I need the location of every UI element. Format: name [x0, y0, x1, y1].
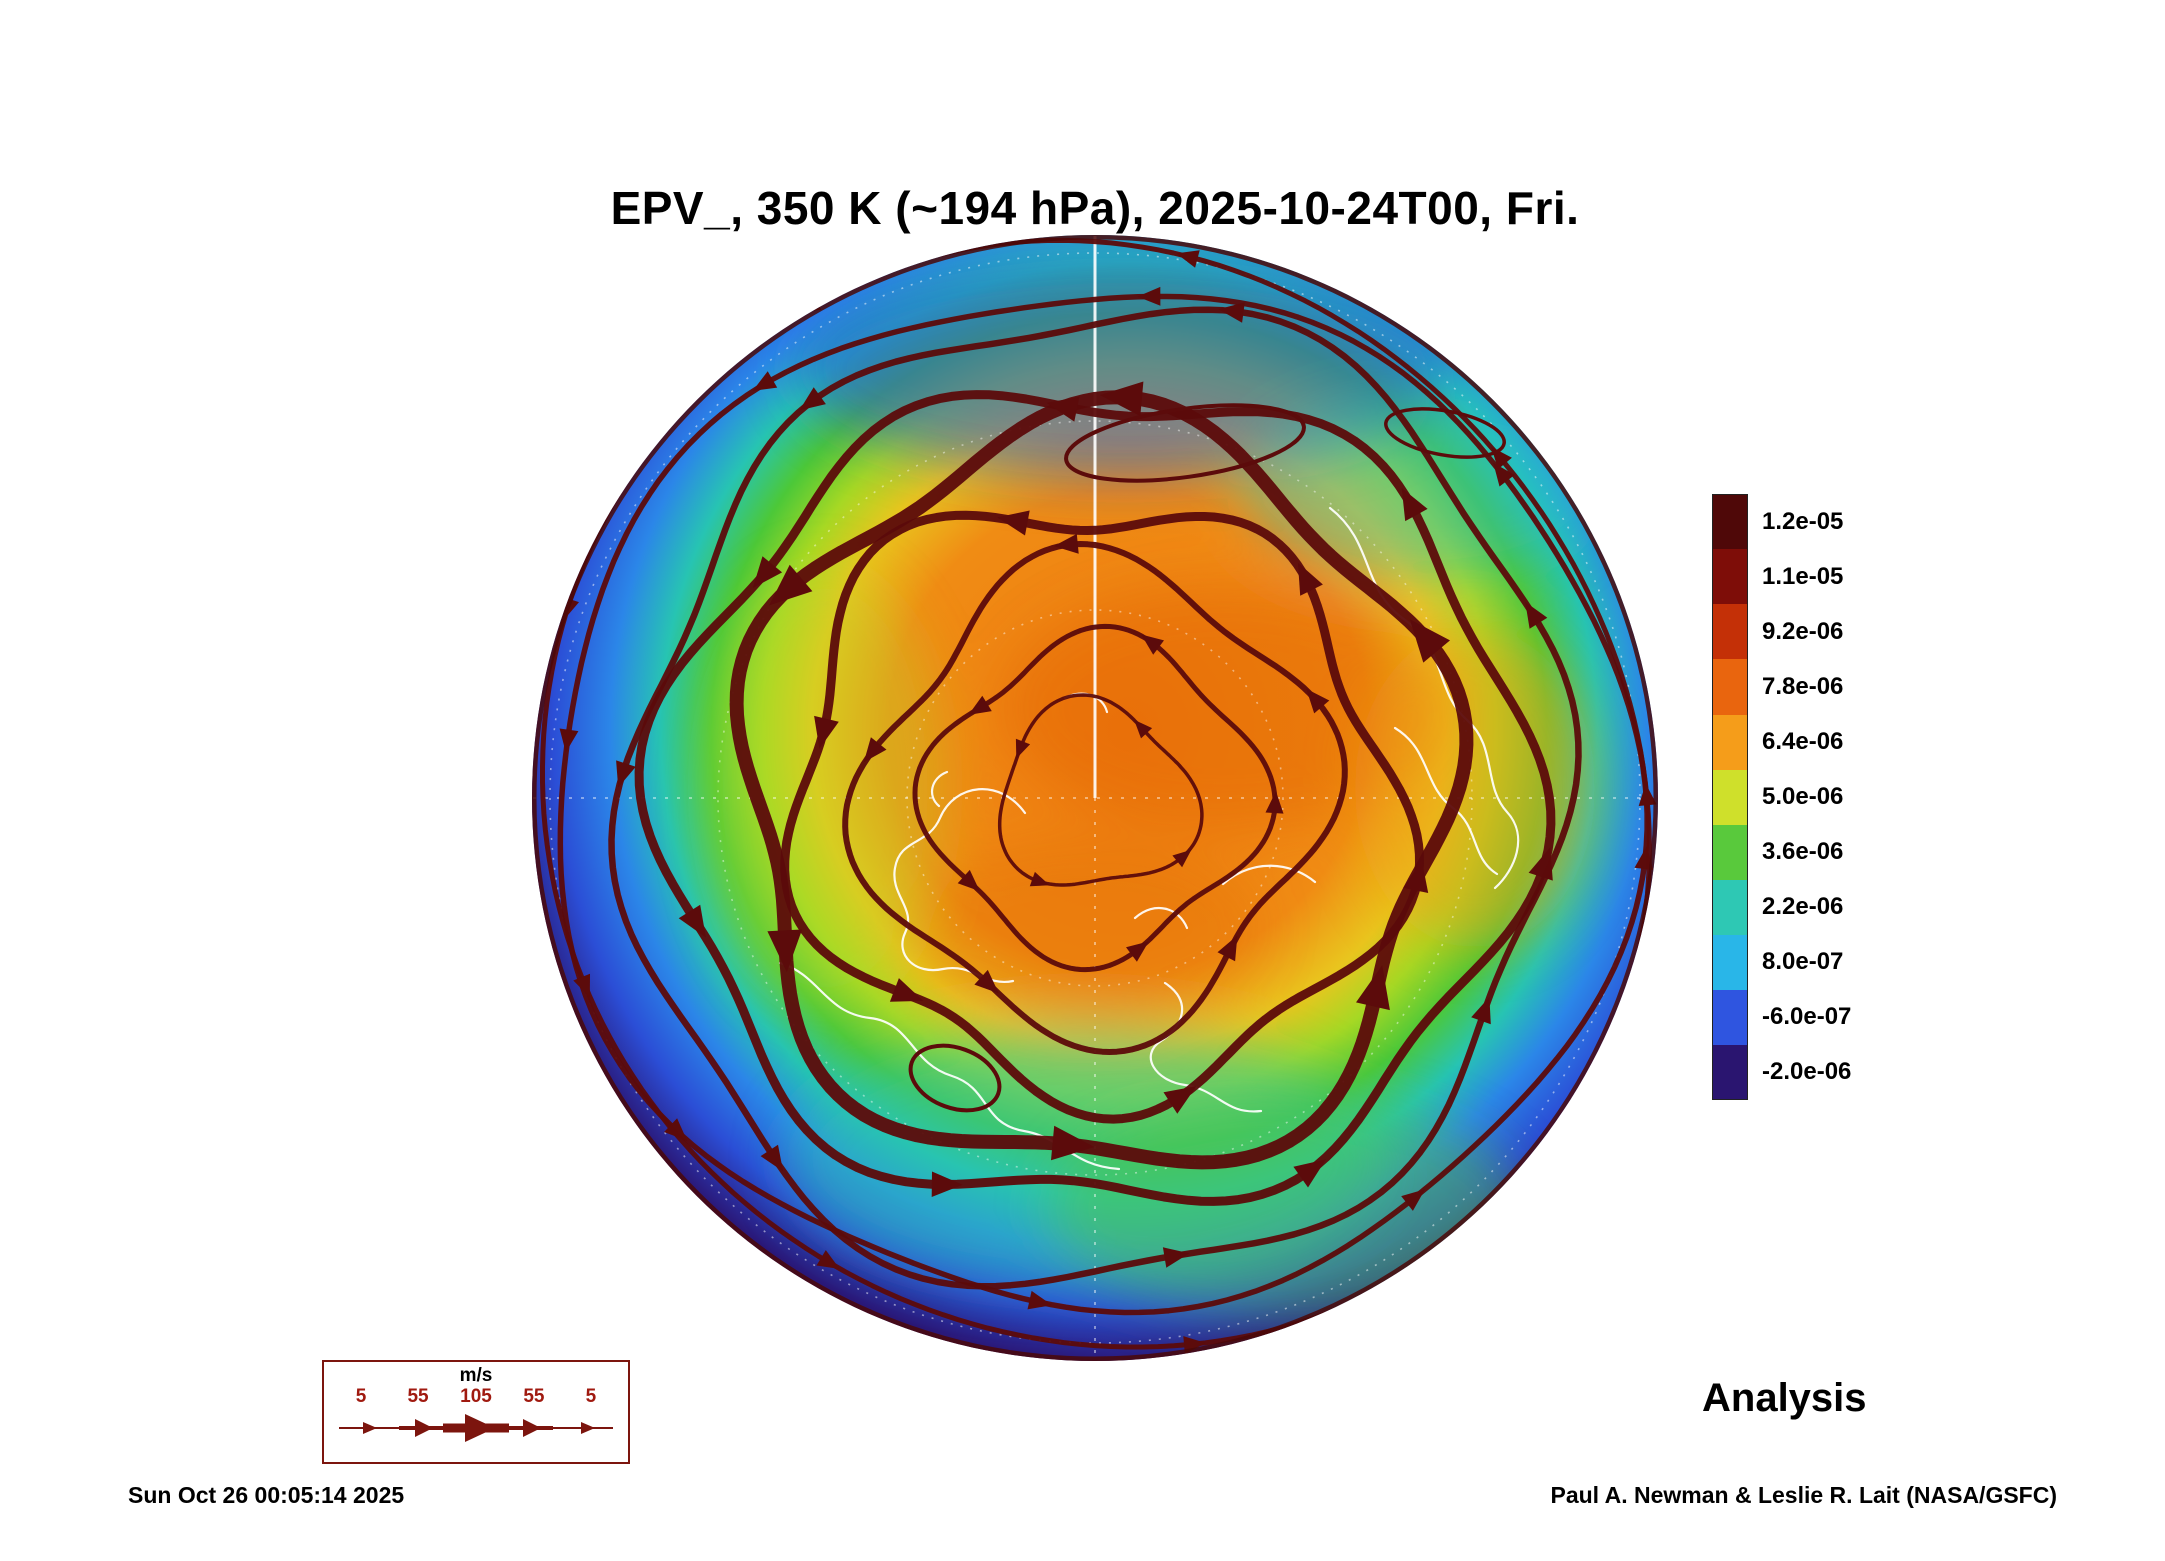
colorbar-tick: 5.0e-06	[1762, 782, 1844, 810]
colorbar-segment	[1712, 604, 1748, 659]
colorbar-tick: 3.6e-06	[1762, 837, 1844, 865]
graticule	[533, 236, 1657, 1360]
plot-title: EPV_, 350 K (~194 hPa), 2025-10-24T00, F…	[610, 181, 1580, 234]
wind-legend-arrow	[339, 1414, 613, 1442]
wind-streamlines	[540, 237, 1657, 1354]
creation-timestamp: Sun Oct 26 00:05:14 2025	[128, 1482, 405, 1508]
colorbar-tick: 2.2e-06	[1762, 892, 1844, 920]
eddy-streamlines	[908, 403, 1506, 1113]
wind-legend-ticks: 5 55 105 55 5	[346, 1386, 606, 1408]
colorbar-tick: -6.0e-07	[1762, 1002, 1852, 1030]
colorbar-tick: -2.0e-06	[1762, 1057, 1852, 1085]
colorbar-gradient	[1712, 494, 1748, 1100]
colorbar-tick: 1.1e-05	[1762, 562, 1844, 590]
colorbar-segment	[1712, 715, 1748, 770]
colorbar-segment	[1712, 990, 1748, 1045]
polar-map	[525, 228, 1665, 1368]
colorbar-segment	[1712, 770, 1748, 825]
analysis-label: Analysis	[1702, 1376, 1867, 1420]
arrow-large-icon	[465, 1414, 495, 1442]
colorbar: 1.2e-05 1.1e-05 9.2e-06 7.8e-06 6.4e-06 …	[1712, 494, 1851, 1100]
wind-speed-legend: m/s 5 55 105 55 5	[322, 1360, 630, 1464]
wind-legend-units: m/s	[459, 1365, 493, 1386]
epv-field-anomalies	[705, 258, 1605, 1318]
colorbar-segment	[1712, 494, 1748, 549]
colorbar-tick: 8.0e-07	[1762, 947, 1844, 975]
wind-legend-tick: 105	[460, 1386, 492, 1407]
colorbar-outline	[1712, 494, 1748, 1100]
credit-line: Paul A. Newman & Leslie R. Lait (NASA/GS…	[1550, 1482, 2057, 1508]
colorbar-tick: 9.2e-06	[1762, 617, 1844, 645]
wind-legend-tick: 5	[355, 1386, 367, 1407]
colorbar-labels: 1.2e-05 1.1e-05 9.2e-06 7.8e-06 6.4e-06 …	[1762, 494, 1851, 1100]
colorbar-segment	[1712, 659, 1748, 715]
arrow-small-right-icon	[581, 1422, 595, 1434]
arrow-small-left-icon	[363, 1422, 377, 1434]
colorbar-segment	[1712, 880, 1748, 935]
colorbar-tick: 1.2e-05	[1762, 507, 1844, 535]
colorbar-segment	[1712, 1045, 1748, 1100]
arrow-medium-right-icon	[523, 1419, 541, 1437]
map-rim	[532, 235, 1658, 1361]
arrow-medium-left-icon	[415, 1419, 433, 1437]
colorbar-tick: 6.4e-06	[1762, 727, 1844, 755]
colorbar-segment	[1712, 549, 1748, 604]
colorbar-tick: 7.8e-06	[1762, 672, 1844, 700]
colorbar-segment	[1712, 825, 1748, 880]
wind-legend-tick: 5	[585, 1386, 597, 1407]
colorbar-segment	[1712, 935, 1748, 990]
wind-legend-tick: 55	[523, 1386, 545, 1407]
wind-legend-tick: 55	[407, 1386, 429, 1407]
epv-map-svg	[532, 235, 1658, 1361]
